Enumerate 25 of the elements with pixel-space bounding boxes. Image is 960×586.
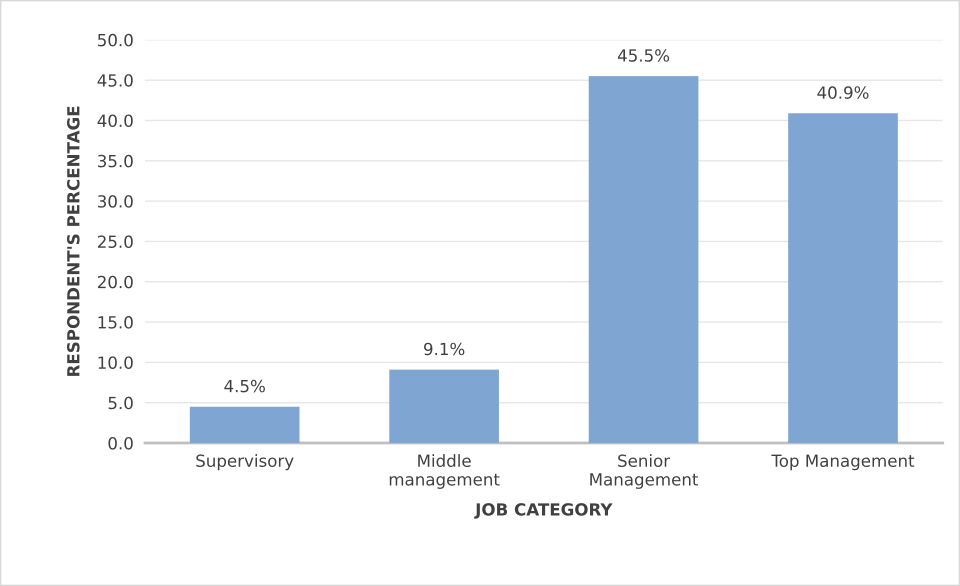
data-label: 40.9% [817,86,869,99]
y-tick-label: 45.0 [98,74,133,87]
data-label: 9.1% [424,342,464,356]
bar [190,406,300,444]
bar [389,370,499,444]
x-tick-label: Senior Management [590,454,698,489]
x-tick-label: Top Management [771,454,914,470]
data-label: 4.5% [224,380,265,392]
y-tick-label: 0.0 [108,436,133,450]
y-tick-label: 15.0 [98,316,133,329]
y-tick-label: 40.0 [98,114,133,128]
y-axis-title: RESPONDENT'S PERCENTAGE [67,106,80,376]
y-tick-label: 5.0 [108,396,133,410]
x-tick-label: Supervisory [196,454,294,470]
x-axis-title: JOB CATEGORY [474,503,613,519]
y-tick-label: 35.0 [98,154,133,168]
x-tick-label: Middle management [390,454,500,489]
y-tick-label: 10.0 [98,356,133,369]
y-tick-label: 30.0 [98,195,133,208]
y-tick-label: 20.0 [98,276,133,288]
bar [588,76,698,444]
data-label: 45.5% [618,49,670,62]
y-tick-label: 25.0 [98,235,133,248]
y-tick-label: 50.0 [98,34,133,46]
bar [788,113,898,444]
